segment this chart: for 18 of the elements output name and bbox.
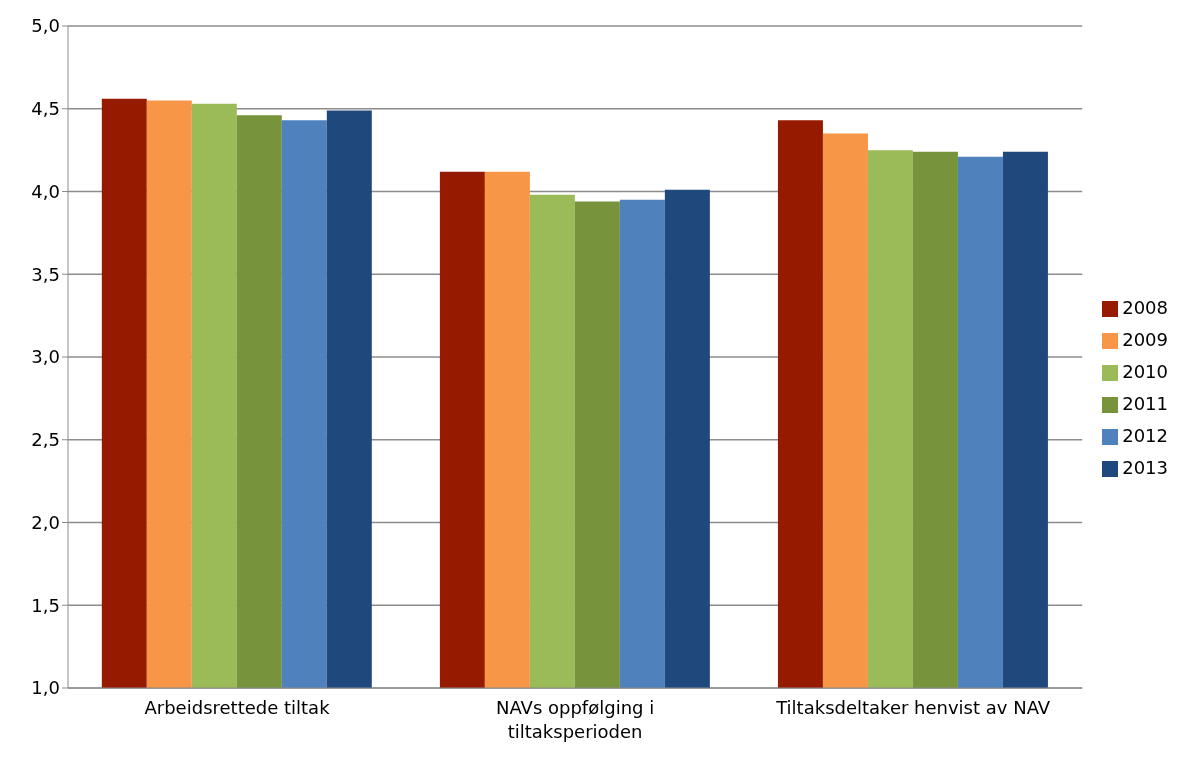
legend-label: 2008	[1122, 297, 1168, 318]
x-tick-label: NAVs oppfølging i tiltaksperioden	[495, 697, 655, 742]
legend-label: 2011	[1122, 393, 1168, 414]
x-tick-label: Tiltaksdeltaker henvist av NAV	[775, 697, 1051, 718]
x-tick-label: Arbeidsrettede tiltak	[144, 697, 331, 718]
legend-label: 2012	[1122, 425, 1168, 446]
y-tick-label: 3,0	[31, 346, 60, 368]
legend-label: 2009	[1122, 329, 1168, 350]
y-tick-label: 4,0	[31, 180, 60, 202]
y-tick-label: 4,5	[31, 98, 60, 120]
y-tick-label: 5,0	[31, 15, 60, 37]
y-tick-label: 2,0	[31, 511, 60, 533]
legend-label: 2010	[1122, 361, 1168, 382]
y-tick-label: 3,5	[31, 263, 60, 285]
y-tick-label: 1,0	[31, 677, 60, 699]
y-tick-label: 1,5	[31, 594, 60, 616]
legend-label: 2013	[1122, 457, 1168, 478]
y-tick-label: 2,5	[31, 429, 60, 451]
